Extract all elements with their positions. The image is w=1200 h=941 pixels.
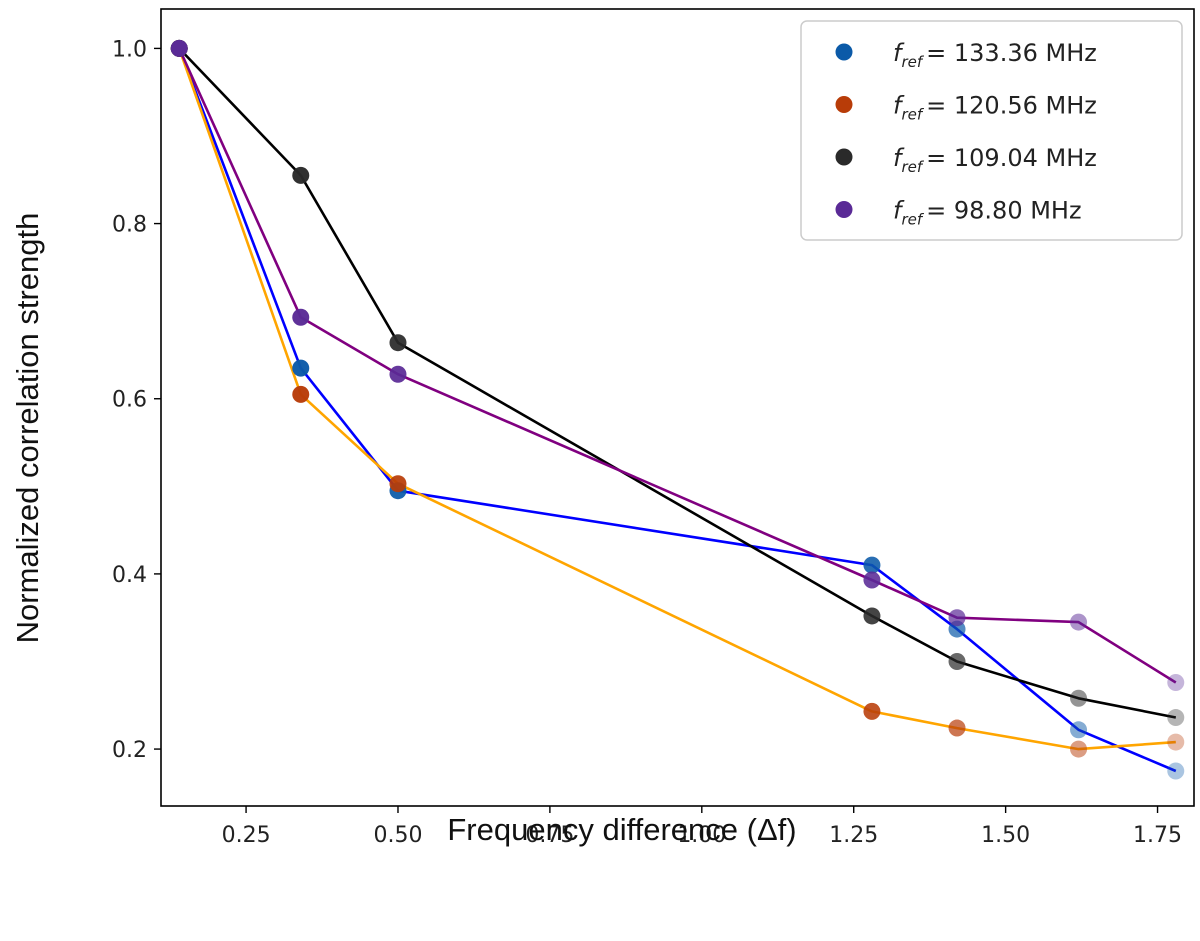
series-1-point <box>1070 740 1088 758</box>
series-2-point <box>863 607 881 625</box>
x-tick-label: 1.25 <box>829 823 878 848</box>
series-2-point <box>1070 689 1088 707</box>
y-tick-label: 1.0 <box>112 37 147 62</box>
x-axis-label: Frequency difference (Δf) <box>447 812 796 847</box>
series-3-point <box>389 365 407 383</box>
series-0-point <box>1070 721 1088 739</box>
series-2-point <box>389 334 407 352</box>
series-0-point <box>292 359 310 377</box>
plot-frame <box>160 8 1195 807</box>
series-2-point <box>1167 709 1185 727</box>
legend-label-3: fref = 98.80 MHz <box>893 197 1082 229</box>
x-tick-label: 0.25 <box>222 823 271 848</box>
series-3-point <box>1167 674 1185 692</box>
x-tick-label: 1.00 <box>677 823 726 848</box>
y-tick-label: 0.4 <box>112 563 147 588</box>
legend-label-1: fref = 120.56 MHz <box>893 92 1097 124</box>
y-axis-label: Normalized correlation strength <box>10 213 45 644</box>
series-2-point <box>292 166 310 184</box>
x-tick-label: 1.50 <box>981 823 1030 848</box>
series-1-point <box>1167 733 1185 751</box>
legend-label-2: fref = 109.04 MHz <box>893 144 1097 176</box>
series-0-point <box>863 556 881 574</box>
series-3-point <box>170 39 188 57</box>
legend-box <box>800 20 1183 241</box>
legend-marker-3 <box>835 201 853 218</box>
series-2-point <box>948 652 966 670</box>
series-3-point <box>292 308 310 326</box>
y-axis-ticks: 0.2 0.4 0.6 0.8 1.0 <box>112 37 161 763</box>
x-tick-label: 0.75 <box>525 823 574 848</box>
x-tick-label: 1.75 <box>1133 823 1182 848</box>
series-markers <box>170 39 1185 780</box>
legend-marker-0 <box>835 43 853 61</box>
series-3-point <box>948 609 966 627</box>
series-1-point <box>863 702 881 720</box>
series-1-point <box>389 475 407 493</box>
x-axis-ticks: 0.25 0.50 0.75 1.00 1.25 1.50 1.75 <box>222 806 1182 848</box>
legend-marker-2 <box>835 148 853 166</box>
series-3-point <box>1070 613 1088 631</box>
y-tick-label: 0.8 <box>112 213 147 238</box>
series-1-point <box>948 719 966 737</box>
series-3-point <box>863 571 881 589</box>
series-1-point <box>292 385 310 403</box>
series-0-point <box>1167 762 1185 780</box>
x-tick-label: 0.50 <box>373 823 422 848</box>
y-tick-label: 0.2 <box>112 738 147 763</box>
y-tick-label: 0.6 <box>112 388 147 413</box>
legend-marker-1 <box>835 96 853 113</box>
